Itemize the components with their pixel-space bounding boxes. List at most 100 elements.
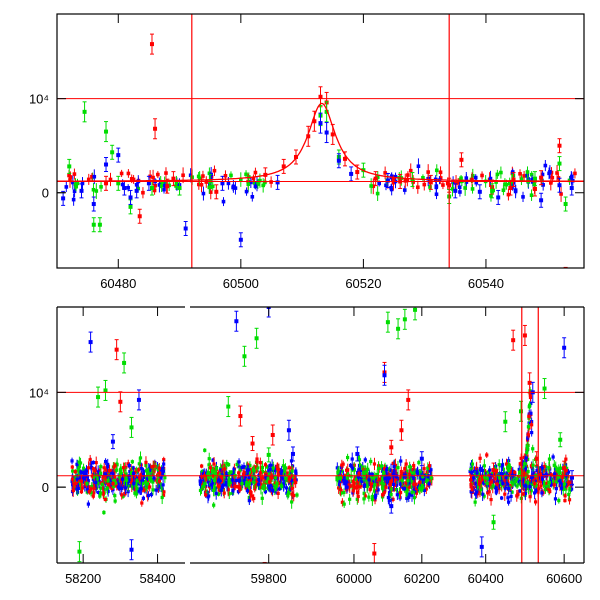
data-point	[370, 498, 374, 502]
data-point	[356, 475, 361, 479]
data-point	[245, 489, 250, 493]
data-point	[371, 184, 376, 189]
data-point	[131, 177, 136, 182]
data-point	[519, 177, 524, 181]
data-point	[382, 472, 386, 477]
data-point	[343, 156, 348, 161]
data-point	[487, 477, 491, 481]
data-point	[250, 441, 255, 446]
data-point	[532, 471, 536, 475]
data-point	[495, 475, 499, 479]
data-point	[131, 466, 135, 470]
data-point	[494, 470, 498, 474]
data-point	[355, 451, 360, 456]
plot-frame	[56, 13, 585, 269]
data-point	[271, 488, 275, 492]
data-point	[377, 181, 381, 186]
data-point	[490, 472, 494, 476]
data-point	[221, 483, 226, 487]
data-point	[135, 486, 139, 490]
data-point	[94, 189, 99, 193]
data-point	[558, 471, 562, 475]
data-point	[359, 484, 363, 488]
x-tick-label: 60520	[345, 276, 381, 291]
data-point	[353, 476, 357, 480]
data-point	[555, 171, 559, 175]
data-point	[367, 495, 371, 499]
data-point	[203, 448, 207, 452]
data-point	[426, 170, 430, 174]
data-point	[79, 490, 84, 494]
data-point	[149, 186, 154, 191]
data-point	[510, 183, 515, 187]
data-point	[92, 475, 97, 479]
data-point	[292, 493, 296, 498]
data-point	[99, 471, 103, 475]
y-tick-label: 10⁴	[29, 385, 49, 400]
data-point	[247, 481, 251, 485]
data-point	[458, 190, 462, 194]
data-point	[275, 180, 280, 185]
data-point	[483, 472, 487, 476]
x-tick-label: 60200	[404, 571, 440, 586]
data-point	[366, 467, 370, 471]
data-point	[120, 486, 124, 490]
data-point	[351, 489, 355, 493]
data-point	[253, 477, 257, 481]
data-point	[237, 471, 241, 475]
data-point	[515, 477, 519, 481]
data-point	[231, 185, 235, 190]
data-point	[372, 551, 377, 556]
data-point	[528, 395, 533, 400]
data-point	[117, 475, 121, 479]
data-point	[382, 466, 387, 471]
data-point	[128, 195, 133, 200]
data-point	[225, 483, 229, 487]
data-point	[96, 481, 100, 485]
data-point	[375, 175, 380, 179]
data-point	[399, 476, 403, 480]
data-point	[126, 185, 130, 190]
data-point	[247, 475, 251, 480]
data-point	[419, 483, 423, 488]
data-point	[104, 129, 109, 134]
data-point	[380, 481, 384, 485]
data-point	[209, 476, 213, 480]
data-point	[78, 475, 82, 480]
data-point	[403, 179, 408, 183]
data-point	[131, 471, 136, 476]
data-point	[393, 477, 398, 481]
data-point	[160, 495, 164, 500]
data-point	[405, 469, 409, 473]
data-point	[227, 472, 231, 476]
data-point	[499, 471, 504, 476]
data-point	[495, 172, 500, 177]
data-point	[354, 486, 358, 490]
data-point	[554, 478, 558, 482]
data-point	[106, 482, 110, 486]
data-point	[480, 474, 485, 478]
data-point	[102, 510, 106, 515]
data-point	[529, 489, 533, 493]
data-point	[259, 482, 263, 486]
data-point	[376, 488, 380, 492]
data-point	[527, 421, 531, 425]
data-point	[505, 482, 509, 486]
data-point	[391, 473, 395, 477]
data-point	[543, 163, 548, 168]
data-point	[116, 485, 121, 489]
data-point	[519, 409, 523, 414]
data-point	[98, 494, 102, 498]
data-point	[362, 470, 367, 475]
data-point	[163, 183, 167, 188]
data-point	[290, 500, 294, 504]
data-point	[402, 317, 407, 322]
data-point	[410, 479, 414, 483]
data-point	[494, 486, 498, 490]
data-point	[470, 474, 474, 478]
data-point	[531, 447, 535, 451]
data-point	[532, 176, 537, 181]
data-point	[563, 475, 568, 480]
data-point	[340, 500, 344, 504]
data-point	[563, 498, 567, 503]
